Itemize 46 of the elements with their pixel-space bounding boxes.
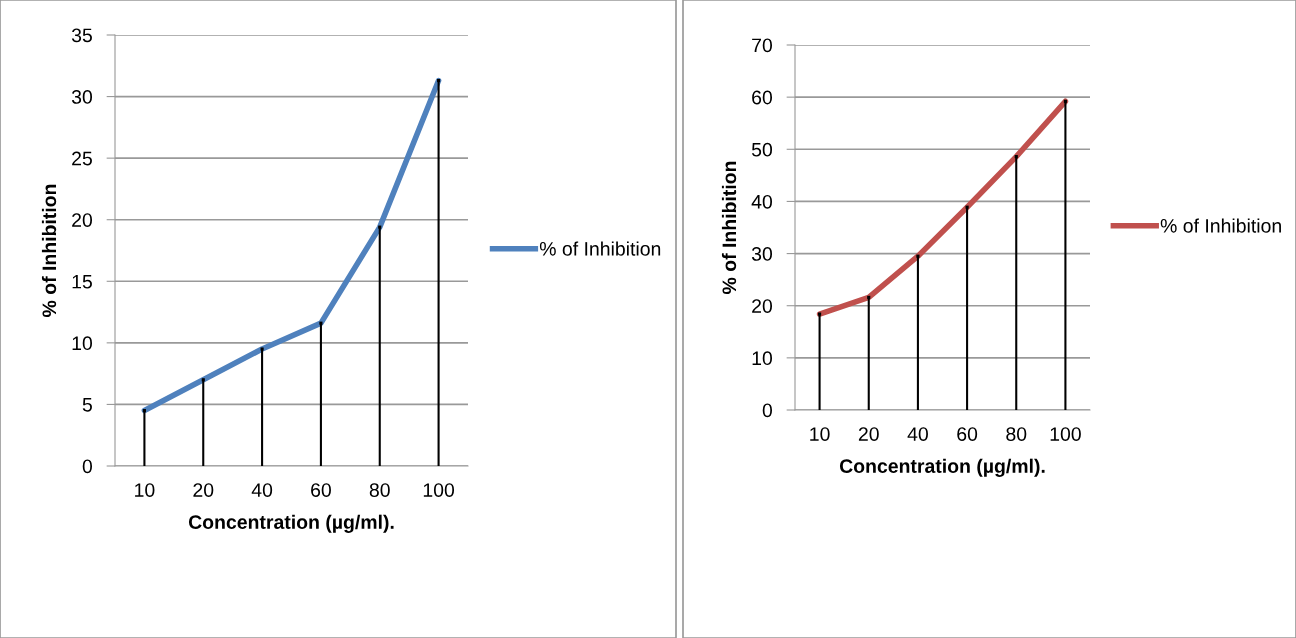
y-tick-label: 70: [752, 38, 773, 53]
y-tick-label: 10: [752, 351, 773, 366]
x-axis-title: Concentration (µg/ml).: [839, 458, 1045, 477]
point: [142, 409, 146, 413]
y-tick-label: 30: [71, 90, 93, 104]
legend-label: % of Inhibition: [539, 241, 661, 256]
y-tick-label: 15: [72, 274, 92, 289]
x-tick-label: 10: [810, 427, 830, 441]
point: [965, 205, 969, 209]
y-tick-label: 25: [72, 151, 92, 166]
point: [201, 378, 205, 382]
y-tick-label: 20: [72, 213, 93, 227]
x-tick-label: 60: [311, 483, 331, 497]
y-tick-label: 5: [82, 398, 92, 412]
y-axis-title: % of Inhibition: [721, 161, 737, 294]
point: [818, 312, 822, 316]
y-tick-label: 30: [751, 247, 773, 261]
point: [319, 321, 323, 325]
x-axis-title: Concentration (µg/ml).: [188, 514, 394, 533]
point: [1014, 155, 1018, 159]
legend-label: % of Inhibition: [1160, 218, 1281, 233]
point: [916, 254, 920, 258]
x-tick-label: 60: [957, 427, 978, 441]
x-tick-label: 20: [858, 427, 879, 441]
y-tick-label: 50: [751, 142, 773, 157]
x-tick-label: 10: [135, 483, 155, 497]
y-tick-label: 20: [752, 299, 773, 313]
y-tick-label: 10: [72, 336, 93, 351]
x-tick-label: 100: [423, 483, 455, 497]
point: [378, 225, 382, 229]
y-tick-label: 60: [752, 90, 773, 105]
y-tick-label: 0: [762, 403, 773, 418]
x-tick-label: 20: [193, 483, 214, 497]
x-tick-label: 80: [369, 483, 390, 497]
point: [260, 347, 264, 351]
point: [437, 79, 441, 83]
x-tick-label: 100: [1050, 427, 1081, 441]
x-tick-label: 40: [907, 427, 928, 441]
x-tick-label: 40: [251, 483, 273, 497]
point: [867, 295, 871, 299]
y-axis-title: % of Inhibition: [41, 184, 57, 317]
x-tick-label: 80: [1006, 427, 1027, 441]
point: [1063, 99, 1067, 103]
y-tick-label: 35: [71, 28, 92, 43]
y-tick-label: 40: [751, 194, 773, 209]
y-tick-label: 0: [82, 459, 93, 474]
